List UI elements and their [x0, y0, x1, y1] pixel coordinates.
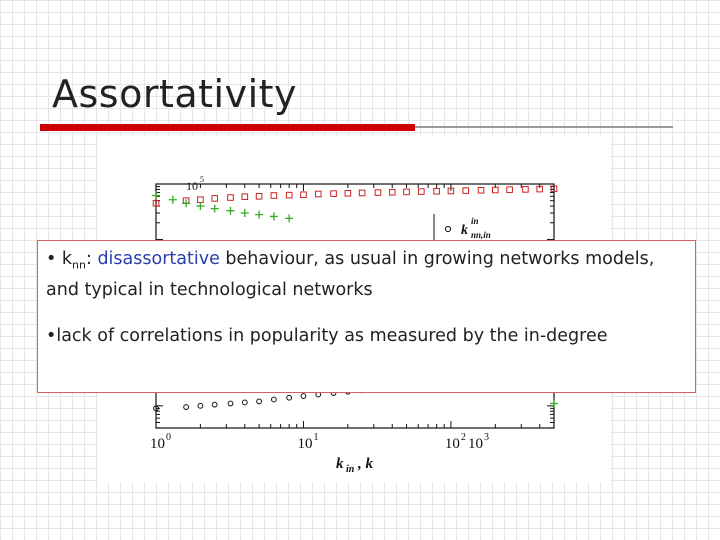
- square-point: [536, 185, 544, 193]
- legend-label-superscript: in: [471, 216, 479, 226]
- circle-point: [197, 402, 204, 409]
- plus-point: [182, 199, 191, 208]
- disassortative-highlight: disassortative: [97, 249, 220, 269]
- x-tick-label: 10: [297, 436, 312, 452]
- square-point: [197, 196, 204, 204]
- x-tick-label: 10: [445, 436, 460, 452]
- square-point: [433, 187, 440, 195]
- circle-point: [286, 394, 293, 401]
- x-axis-label-rest: , k: [357, 456, 374, 472]
- square-point: [285, 191, 293, 199]
- square-point: [241, 193, 249, 201]
- square-point: [255, 193, 263, 200]
- square-point: [403, 188, 410, 196]
- square-point: [506, 186, 513, 193]
- square-point: [447, 187, 455, 195]
- plus-point: [152, 191, 160, 200]
- knn-subscript: nn: [72, 258, 86, 272]
- plus-point: [255, 210, 264, 219]
- x-tick-exponent: 1: [313, 432, 318, 443]
- legend-label: k: [461, 223, 468, 238]
- square-point: [211, 195, 218, 202]
- legend-circle-marker: [444, 225, 452, 233]
- circle-point: [300, 393, 307, 399]
- square-point: [330, 190, 337, 197]
- circle-point: [270, 396, 277, 403]
- plus-point: [240, 208, 249, 217]
- title-underline-gray: [415, 126, 673, 128]
- plus-point: [210, 204, 219, 213]
- plus-point: [550, 399, 558, 408]
- legend-label-subscript: nn,in: [471, 230, 491, 240]
- square-point: [477, 186, 485, 194]
- plus-point: [226, 206, 235, 215]
- x-axis-label-subscript: in: [346, 464, 355, 475]
- knn-symbol: k: [61, 249, 73, 269]
- square-point: [388, 188, 396, 196]
- square-point: [374, 189, 382, 196]
- circle-point: [241, 399, 248, 406]
- square-point: [462, 187, 470, 194]
- x-tick-exponent: 2: [461, 432, 466, 443]
- square-point: [152, 199, 160, 207]
- square-point: [227, 194, 234, 201]
- x-tick-exponent: 0: [166, 432, 171, 443]
- square-point: [270, 192, 278, 199]
- title-underline-red: [40, 124, 415, 131]
- square-point: [314, 190, 322, 198]
- plus-point: [285, 214, 294, 223]
- bullet2-text: lack of correlations in popularity as me…: [56, 325, 608, 346]
- circle-point: [183, 404, 190, 410]
- x-tick-label: 10: [150, 436, 165, 452]
- square-point: [418, 188, 425, 195]
- x-tick-label: 10: [468, 436, 483, 452]
- circle-point: [227, 400, 234, 407]
- circle-point: [153, 405, 159, 412]
- x-tick-exponent: 3: [484, 432, 489, 443]
- slide-title: Assortativity: [52, 72, 298, 116]
- x-axis-label: k: [336, 456, 344, 472]
- plus-point: [269, 212, 278, 221]
- bullet1-rest: behaviour, as usual in growing networks …: [46, 249, 655, 300]
- y-tick-exponent: 5: [200, 175, 204, 184]
- square-point: [550, 185, 558, 193]
- y-tick-label: 10: [186, 179, 198, 193]
- plus-point: [196, 202, 205, 211]
- bullet-disassortative: • knn: disassortative behaviour, as usua…: [46, 249, 655, 300]
- plus-point: [168, 195, 177, 204]
- text-overlay-box: • knn: disassortative behaviour, as usua…: [37, 240, 696, 393]
- square-point: [522, 186, 529, 193]
- circle-point: [211, 401, 218, 408]
- bullet-lack-of-correlations: •lack of correlations in popularity as m…: [46, 325, 608, 346]
- square-point: [492, 186, 499, 194]
- square-point: [358, 189, 366, 197]
- circle-point: [256, 398, 262, 405]
- bullet1-colon: :: [85, 249, 98, 269]
- square-point: [344, 189, 352, 197]
- square-point: [300, 191, 307, 199]
